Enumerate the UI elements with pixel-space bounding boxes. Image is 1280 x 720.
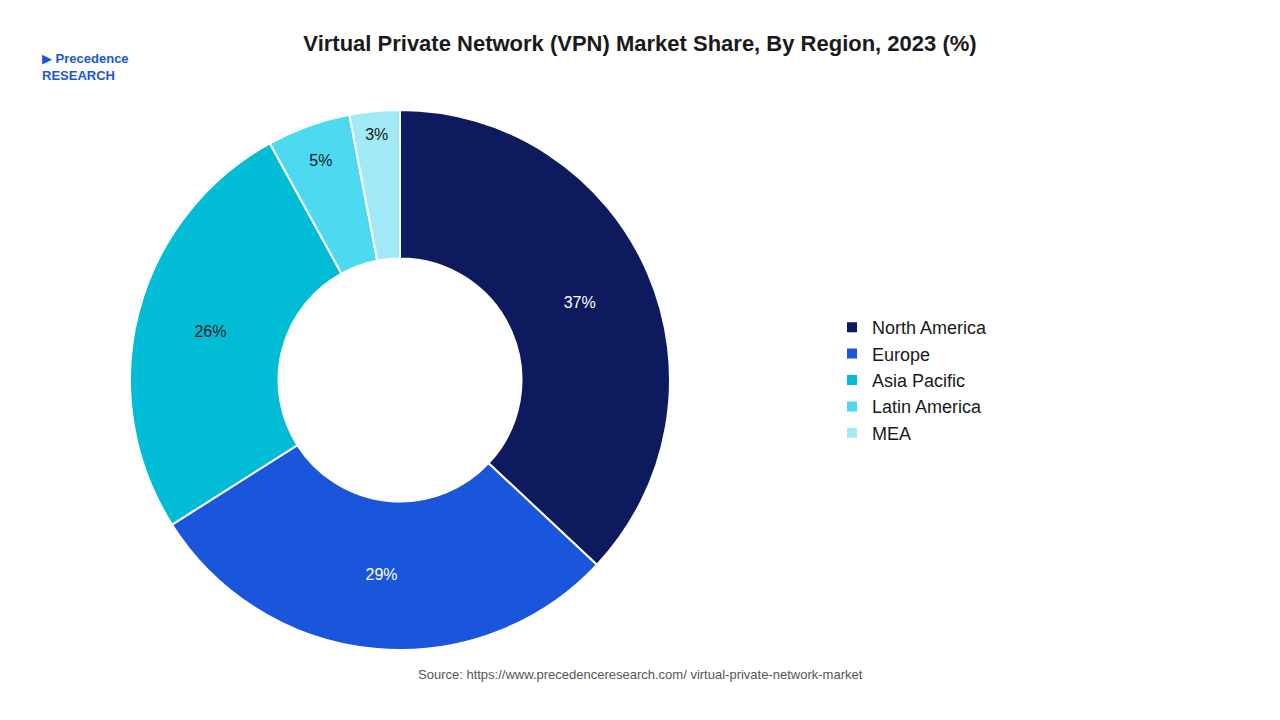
svg-text:3%: 3% <box>365 126 388 143</box>
svg-text:37%: 37% <box>564 294 596 311</box>
svg-text:Source: https://www.precedence: Source: https://www.precedenceresearch.c… <box>418 667 863 682</box>
svg-text:26%: 26% <box>194 323 226 340</box>
svg-text:Latin America: Latin America <box>872 397 982 417</box>
svg-text:5%: 5% <box>309 152 332 169</box>
svg-text:29%: 29% <box>366 566 398 583</box>
svg-text:Europe: Europe <box>872 345 930 365</box>
svg-text:North America: North America <box>872 318 987 338</box>
svg-text:Asia Pacific: Asia Pacific <box>872 371 965 391</box>
svg-text:MEA: MEA <box>872 424 911 444</box>
svg-text:▶ PrecedenceRESEARCH: ▶ PrecedenceRESEARCH <box>42 51 129 83</box>
svg-text:Virtual Private Network (VPN): Virtual Private Network (VPN) Market Sha… <box>303 31 976 56</box>
